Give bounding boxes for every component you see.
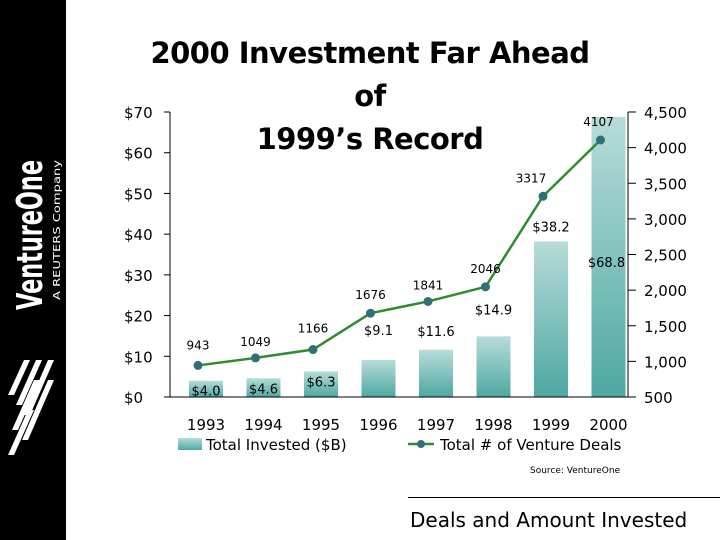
x-tick-label: 1997 — [417, 416, 455, 434]
bar-value-label: $4.0 — [192, 385, 221, 400]
line-series: 943 1049 1166 1676 1841 2046 3317 4107 — [187, 115, 614, 370]
deals-value-label: 1841 — [413, 278, 444, 292]
right-axis: 500 1,000 1,500 2,000 2,500 3,000 3,500 4,000 4,… — [627, 104, 687, 407]
deals-value-label: 1049 — [240, 335, 271, 349]
deals-value-label: 2046 — [470, 262, 501, 276]
deals-point — [481, 282, 490, 292]
right-tick-label: 4,000 — [644, 140, 687, 158]
x-axis: 1993 1994 1995 1996 1997 1998 1999 2000 — [170, 396, 628, 434]
x-tick-label: 1993 — [187, 416, 225, 434]
bar — [304, 371, 338, 397]
deals-point — [596, 135, 605, 145]
logo-stripes-icon — [8, 360, 54, 455]
deals-point — [308, 345, 318, 355]
legend-line-marker — [417, 440, 425, 448]
bar — [246, 378, 281, 397]
x-tick-label: 1998 — [474, 416, 512, 434]
sidebar-logo-panel: VentureOne A REUTERS Company — [0, 0, 66, 540]
bar — [476, 336, 511, 397]
left-tick-label: $20 — [124, 308, 153, 326]
left-tick-label: $0 — [124, 389, 143, 407]
left-tick-label: $60 — [124, 145, 153, 163]
right-tick-label: 1,000 — [644, 353, 687, 371]
bar — [361, 359, 396, 397]
bar-value-label: $14.9 — [475, 303, 512, 318]
bar-value-label: $38.2 — [532, 220, 569, 235]
logo-tagline: A REUTERS Company — [52, 160, 63, 300]
chart-title-line-2: 1999’s Record — [256, 122, 484, 156]
bar-value-label: $11.6 — [417, 325, 454, 340]
legend-bar-label: Total Invested ($B) — [205, 436, 347, 454]
deals-point — [366, 308, 375, 318]
logo-brand: VentureOne — [10, 160, 51, 310]
right-tick-label: 2,000 — [644, 282, 687, 300]
bar-value-label: $4.6 — [249, 382, 278, 397]
left-tick-label: $50 — [124, 185, 153, 203]
footer-caption: Deals and Amount Invested — [410, 508, 688, 532]
chart-title-line-1: 2000 Investment Far Ahead of — [150, 36, 590, 113]
chart-title: 2000 Investment Far Ahead of 1999’s Reco… — [140, 32, 600, 161]
bar-value-label: $6.3 — [307, 375, 336, 390]
left-tick-label: $30 — [124, 267, 153, 285]
bar-value-label: $9.1 — [364, 324, 393, 339]
legend-line-label: Total # of Venture Deals — [439, 436, 622, 454]
legend: Total Invested ($B) Total # of Venture De… — [178, 436, 622, 454]
right-tick-label: 500 — [644, 389, 673, 407]
x-tick-label: 1995 — [302, 416, 340, 434]
left-tick-label: $70 — [124, 104, 153, 122]
deals-line — [197, 139, 602, 367]
right-tick-label: 2,500 — [644, 247, 687, 265]
bar-series: $4.0 $4.6 $6.3 $9.1 $11.6 $14.9 $38.2 $68.8 — [189, 116, 626, 400]
deals-point — [193, 360, 203, 370]
source-note: Source: VentureOne — [530, 466, 621, 476]
deals-point — [423, 296, 433, 306]
x-tick-label: 2000 — [589, 416, 627, 434]
deals-point — [538, 191, 548, 201]
left-axis: $0 $10 $20 $30 $40 $50 $60 $70 — [124, 104, 171, 407]
bar-value-label: $68.8 — [588, 256, 625, 271]
bar — [419, 349, 453, 397]
deals-value-label: 4107 — [583, 115, 614, 129]
ventureone-logo: VentureOne A REUTERS Company — [8, 160, 63, 455]
x-tick-label: 1999 — [532, 416, 570, 434]
deals-value-label: 943 — [187, 338, 210, 352]
x-tick-label: 1994 — [244, 416, 282, 434]
deals-value-label: 1676 — [355, 288, 386, 302]
right-tick-label: 3,500 — [644, 175, 687, 193]
right-tick-label: 4,500 — [644, 104, 687, 122]
deals-value-label: 3317 — [516, 171, 547, 185]
left-tick-label: $10 — [124, 348, 153, 366]
legend-bar-swatch — [178, 438, 202, 450]
footer-divider — [408, 497, 720, 498]
left-tick-label: $40 — [124, 226, 153, 244]
bar — [534, 241, 568, 397]
right-tick-label: 1,500 — [644, 318, 687, 336]
x-tick-label: 1996 — [359, 416, 397, 434]
deals-point — [251, 353, 260, 363]
bar — [591, 116, 626, 397]
deals-value-label: 1166 — [298, 322, 329, 336]
right-tick-label: 3,000 — [644, 211, 687, 229]
bar — [189, 380, 223, 397]
